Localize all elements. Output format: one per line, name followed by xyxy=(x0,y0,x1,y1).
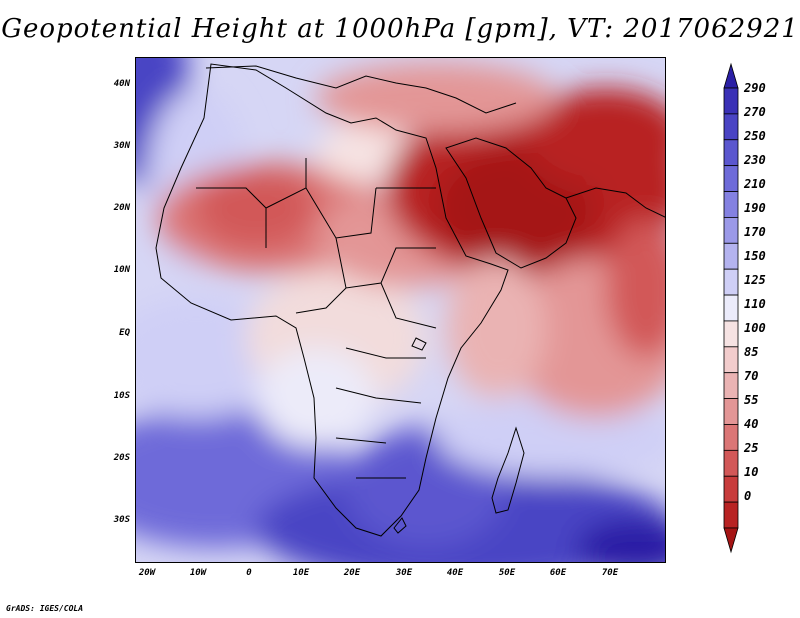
colorbar-label-55: 55 xyxy=(744,393,759,407)
lon-label-20e: 20E xyxy=(343,568,361,578)
colorbar-segment xyxy=(723,242,739,270)
lon-label-20w: 20W xyxy=(138,568,156,578)
colorbar-label-25: 25 xyxy=(744,441,759,455)
lon-label-30e: 30E xyxy=(395,568,413,578)
lon-label-70e: 70E xyxy=(601,568,619,578)
colorbar-segment xyxy=(723,320,739,348)
lake-victoria xyxy=(411,337,427,351)
lat-label-40n: 40N xyxy=(113,79,130,89)
height-field-shading xyxy=(136,58,665,562)
asia-coast xyxy=(565,187,665,218)
colorbar-label-230: 230 xyxy=(744,153,766,167)
colorbar-segment xyxy=(723,191,739,218)
grads-credit: GrADS: IGES/COLA xyxy=(6,604,84,613)
colorbar-segment xyxy=(723,501,739,529)
colorbar-segment xyxy=(723,475,739,503)
map-title: Geopotential Height at 1000hPa [gpm], VT… xyxy=(1,14,799,44)
africa-outline xyxy=(155,63,509,537)
colorbar-segment xyxy=(723,87,739,115)
lat-label-30s: 30S xyxy=(113,515,130,525)
lon-label-0: 0 xyxy=(246,568,252,578)
colorbar-segment xyxy=(723,268,739,296)
lat-label-20n: 20N xyxy=(113,203,130,213)
colorbar-label-110: 110 xyxy=(744,297,766,311)
colorbar-segment xyxy=(723,346,739,374)
colorbar-label-170: 170 xyxy=(744,225,766,239)
colorbar-label-40: 40 xyxy=(744,417,759,431)
lat-label-30n: 30N xyxy=(113,141,130,151)
lat-label-10n: 10N xyxy=(113,265,130,275)
mediterranean-coast xyxy=(205,65,517,114)
colorbar-bottom-arrow xyxy=(723,527,739,554)
height-field-map xyxy=(136,58,665,562)
colorbar-segment xyxy=(723,165,739,192)
country-borders xyxy=(196,158,437,479)
colorbar-segments xyxy=(723,62,739,554)
madagascar-outline xyxy=(491,426,525,514)
lat-label-10s: 10S xyxy=(113,391,130,401)
lon-label-50e: 50E xyxy=(498,568,516,578)
lon-label-10e: 10E xyxy=(292,568,310,578)
colorbar-label-100: 100 xyxy=(744,321,766,335)
colorbar-segment xyxy=(723,113,739,141)
lon-label-60e: 60E xyxy=(549,568,567,578)
colorbar-segment xyxy=(723,217,739,244)
lon-label-40e: 40E xyxy=(446,568,464,578)
colorbar-label-190: 190 xyxy=(744,201,766,215)
colorbar-label-85: 85 xyxy=(744,345,759,359)
colorbar-label-270: 270 xyxy=(744,105,766,119)
colorbar-label-150: 150 xyxy=(744,249,766,263)
colorbar-segment xyxy=(723,449,739,477)
colorbar-segment xyxy=(723,424,739,451)
colorbar-segment xyxy=(723,372,739,399)
lon-label-10w: 10W xyxy=(189,568,207,578)
colorbar-label-125: 125 xyxy=(744,273,766,287)
map-panel xyxy=(135,57,666,563)
lat-label-20s: 20S xyxy=(113,453,130,463)
colorbar-top-arrow xyxy=(723,62,739,89)
arabia-outline xyxy=(445,137,577,269)
coastlines xyxy=(155,63,665,537)
colorbar-label-70: 70 xyxy=(744,369,759,383)
colorbar-label-10: 10 xyxy=(744,465,759,479)
lesotho-outline xyxy=(393,517,407,534)
colorbar-segment xyxy=(723,398,739,425)
colorbar-label-290: 290 xyxy=(744,81,766,95)
colorbar-label-0: 0 xyxy=(744,489,752,503)
colorbar-label-210: 210 xyxy=(744,177,766,191)
colorbar-segment xyxy=(723,294,739,322)
lat-label-eq: EQ xyxy=(119,328,130,338)
colorbar-segment xyxy=(723,139,739,167)
colorbar-label-250: 250 xyxy=(744,129,766,143)
